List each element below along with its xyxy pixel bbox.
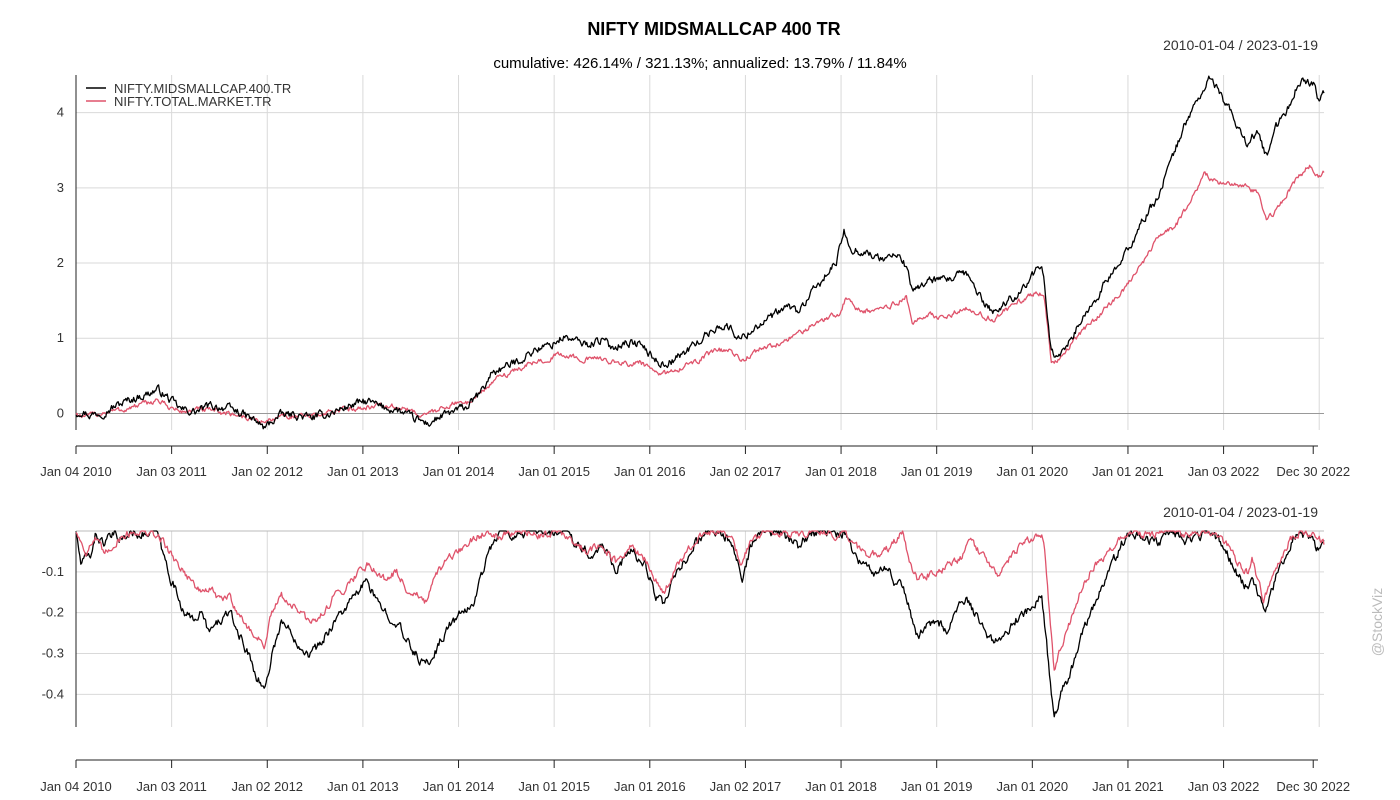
x-tick-label: Jan 01 2020 — [997, 464, 1069, 479]
legend: NIFTY.MIDSMALLCAP.400.TR NIFTY.TOTAL.MAR… — [86, 81, 291, 109]
x-tick-label: Jan 01 2015 — [518, 779, 590, 794]
panel-2: -0.1 -0.2 -0.3 -0.4 Jan 04 2010 Jan 03 2011 Ja… — [40, 530, 1350, 794]
x-tick-label: Jan 04 2010 — [40, 779, 112, 794]
x-tick-label: Jan 01 2016 — [614, 779, 686, 794]
x-tick-label: Jan 02 2012 — [231, 779, 303, 794]
watermark: @StockViz — [1369, 588, 1385, 656]
series-line-midsmallcap — [75, 75, 1325, 430]
x-tick-label: Jan 01 2013 — [327, 464, 399, 479]
chart-title: NIFTY MIDSMALLCAP 400 TR — [587, 19, 840, 39]
x-tick-label: Jan 01 2015 — [518, 464, 590, 479]
y-tick-label: -0.2 — [42, 605, 64, 620]
x-tick-label: Jan 01 2018 — [805, 464, 877, 479]
chart-subtitle: cumulative: 426.14% / 321.13%; annualize… — [493, 55, 906, 72]
x-tick-label: Jan 01 2019 — [901, 464, 973, 479]
x-tick-label: Jan 01 2019 — [901, 779, 973, 794]
bottom-date-range: 2010-01-04 / 2023-01-19 — [1163, 504, 1318, 520]
legend-label-midsmallcap: NIFTY.MIDSMALLCAP.400.TR — [114, 81, 291, 96]
x-tick-label: Jan 01 2021 — [1092, 464, 1164, 479]
y-tick-label: -0.3 — [42, 646, 64, 661]
x-tick-label: Jan 03 2022 — [1188, 779, 1260, 794]
panel-1: 0 1 2 3 4 Jan 04 2010 Jan 03 2011 Jan 02 2012 Ja… — [40, 75, 1350, 479]
series-line-total-market — [75, 530, 1325, 671]
x-tick-label: Jan 01 2018 — [805, 779, 877, 794]
x-tick-label: Jan 03 2011 — [136, 464, 207, 479]
y-tick-label: -0.1 — [42, 564, 64, 579]
x-tick-label: Jan 01 2013 — [327, 779, 399, 794]
y-tick-label: 0 — [57, 405, 64, 420]
x-tick-label: Jan 03 2011 — [136, 779, 207, 794]
x-tick-label: Jan 02 2017 — [710, 464, 782, 479]
x-tick-label: Dec 30 2022 — [1276, 464, 1350, 479]
x-tick-label: Jan 01 2020 — [997, 779, 1069, 794]
x-tick-label: Jan 02 2017 — [710, 779, 782, 794]
x-tick-label: Jan 01 2016 — [614, 464, 686, 479]
series-line-total-market — [75, 164, 1325, 425]
series-line-midsmallcap — [75, 530, 1325, 718]
x-tick-label: Jan 03 2022 — [1188, 464, 1260, 479]
x-tick-label: Jan 04 2010 — [40, 464, 112, 479]
y-tick-label: 2 — [57, 255, 64, 270]
x-tick-label: Jan 01 2014 — [423, 779, 495, 794]
legend-label-total-market: NIFTY.TOTAL.MARKET.TR — [114, 94, 271, 109]
x-tick-label: Jan 01 2014 — [423, 464, 495, 479]
y-tick-label: 1 — [57, 330, 64, 345]
x-tick-label: Jan 02 2012 — [231, 464, 303, 479]
y-tick-label: 4 — [57, 105, 64, 120]
top-date-range: 2010-01-04 / 2023-01-19 — [1163, 37, 1318, 53]
x-tick-label: Dec 30 2022 — [1276, 779, 1350, 794]
x-tick-label: Jan 01 2021 — [1092, 779, 1164, 794]
y-tick-label: -0.4 — [42, 686, 64, 701]
y-tick-label: 3 — [57, 180, 64, 195]
